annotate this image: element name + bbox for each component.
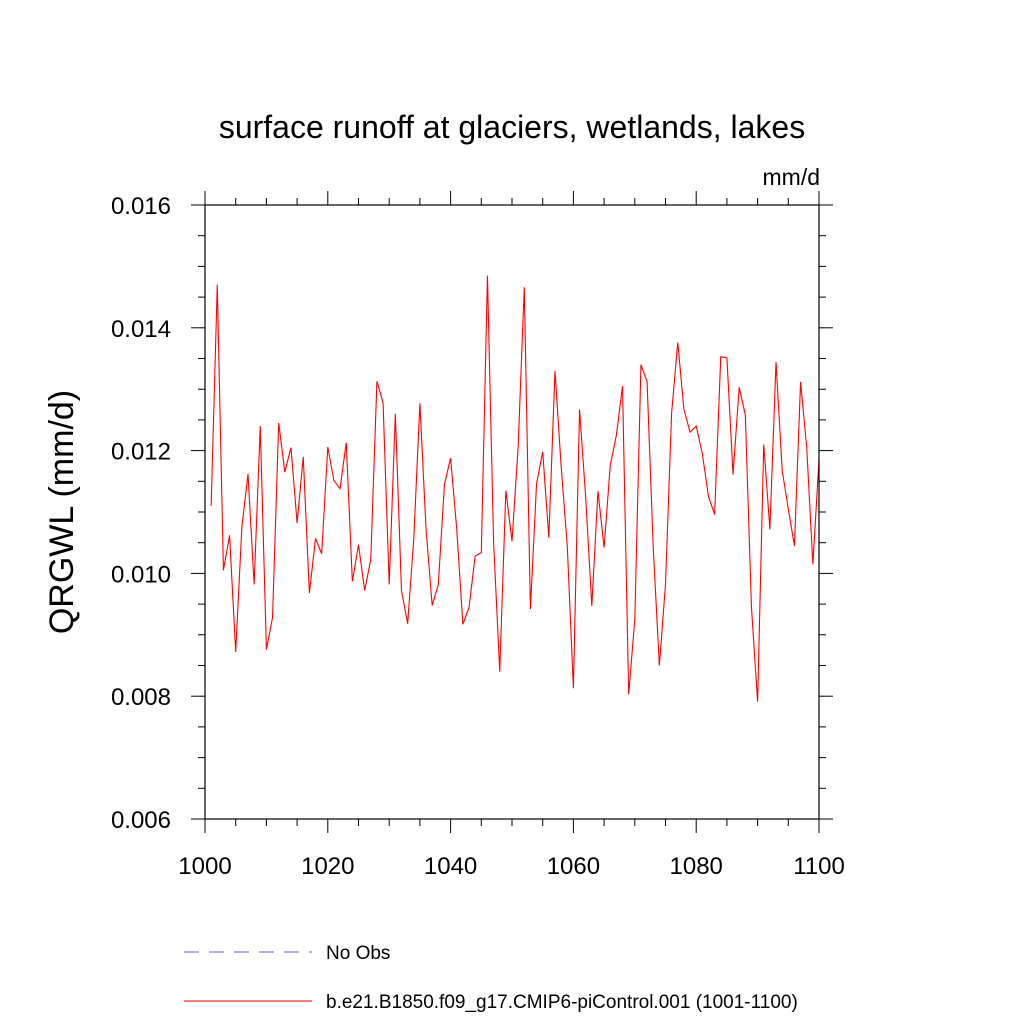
x-tick-label: 1080 <box>670 853 723 880</box>
plot-series <box>210 275 820 702</box>
y-tick-label: 0.006 <box>111 807 171 834</box>
y-axis-label: QRGWL (mm/d) <box>43 390 81 634</box>
y-tick-label: 0.008 <box>111 684 171 711</box>
y-tick-label: 0.014 <box>111 316 171 343</box>
y-tick-label: 0.016 <box>111 193 171 220</box>
units-label: mm/d <box>763 164 821 190</box>
legend-label-picontrol: b.e21.B1850.f09_g17.CMIP6-piControl.001 … <box>326 992 798 1013</box>
chart-title: surface runoff at glaciers, wetlands, la… <box>219 109 805 145</box>
series-line-picontrol <box>210 275 820 702</box>
y-tick-label: 0.010 <box>111 561 171 588</box>
y-tick-label: 0.012 <box>111 439 171 466</box>
axis-tick-labels: 1000 1020 1040 1060 1080 1100 0.006 0.008 0.010 0… <box>111 193 845 880</box>
x-tick-label: 1000 <box>178 853 231 880</box>
x-tick-label: 1060 <box>547 853 600 880</box>
x-tick-label: 1040 <box>424 853 477 880</box>
legend: No Obs b.e21.B1850.f09_g17.CMIP6-piContr… <box>184 943 798 1013</box>
legend-label-no-obs: No Obs <box>326 943 390 964</box>
x-tick-label: 1020 <box>301 853 354 880</box>
axis-ticks <box>191 191 833 833</box>
plot-frame <box>204 204 820 820</box>
x-tick-label: 1100 <box>793 853 845 880</box>
